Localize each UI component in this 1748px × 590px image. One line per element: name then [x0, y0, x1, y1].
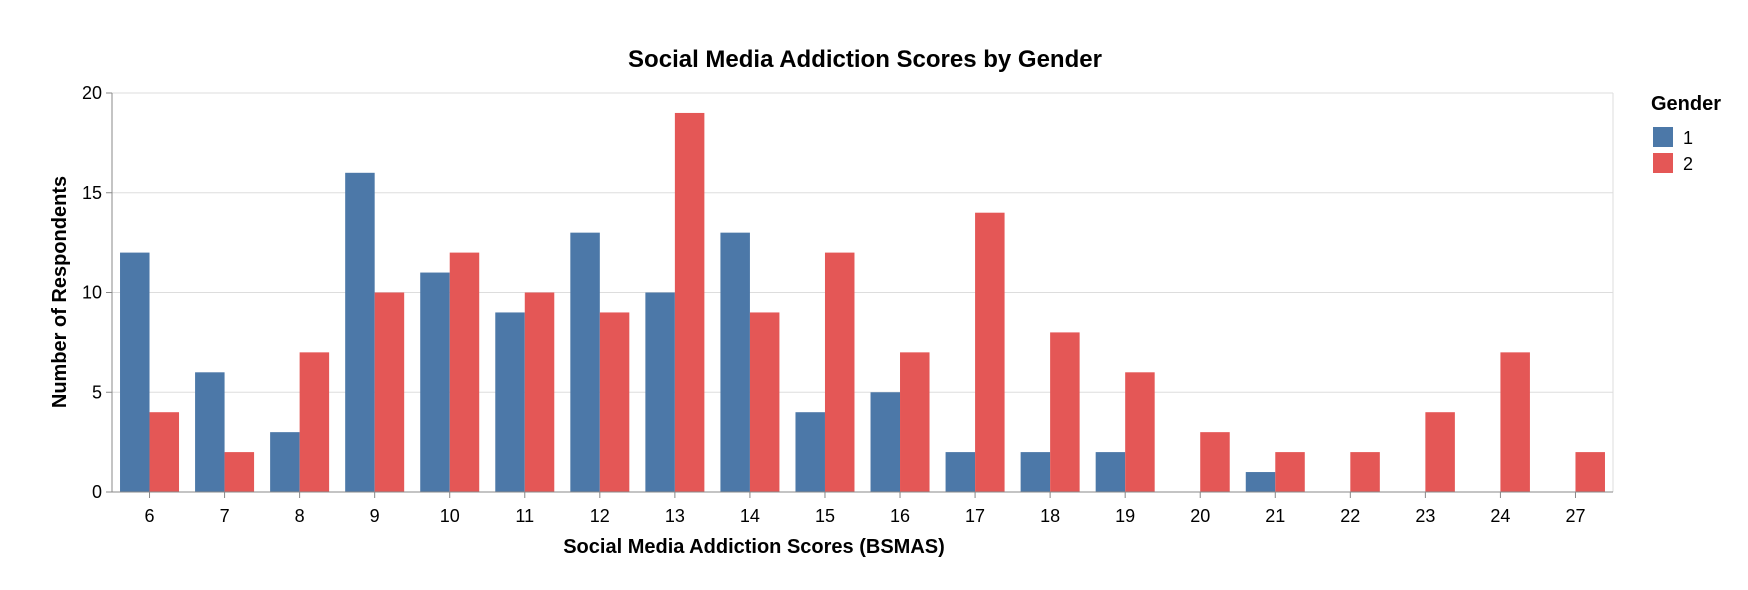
- bar-gender-2-score-27: [1575, 452, 1605, 492]
- bar-gender-1-score-17: [945, 452, 976, 492]
- bar-gender-2-score-11: [524, 292, 555, 492]
- bar-gender-1-score-12: [570, 232, 600, 492]
- bar-gender-2-score-12: [599, 312, 630, 492]
- legend-title: Gender: [1651, 93, 1721, 115]
- x-tick-label: 22: [1340, 506, 1360, 526]
- bar-gender-1-score-8: [270, 432, 300, 492]
- y-axis-title: Number of Respondents: [49, 176, 71, 408]
- bar-gender-2-score-8: [299, 352, 330, 492]
- bar-gender-1-score-10: [420, 272, 450, 492]
- y-tick-label: 10: [82, 283, 102, 303]
- x-tick-label: 14: [740, 506, 760, 526]
- bar-gender-2-score-22: [1350, 452, 1380, 492]
- x-tick-label: 23: [1415, 506, 1435, 526]
- bar-gender-2-score-9: [374, 292, 405, 492]
- bar-gender-1-score-7: [195, 372, 225, 492]
- x-tick-label: 15: [815, 506, 835, 526]
- y-tick-label: 15: [82, 183, 102, 203]
- bar-gender-2-score-10: [449, 252, 480, 492]
- y-tick-label: 20: [82, 83, 102, 103]
- bar-gender-2-score-21: [1275, 452, 1305, 492]
- x-tick-label: 19: [1115, 506, 1135, 526]
- bar-gender-1-score-21: [1245, 472, 1276, 492]
- bar-gender-2-score-23: [1425, 412, 1455, 492]
- x-tick-label: 17: [965, 506, 985, 526]
- bar-gender-1-score-14: [720, 232, 750, 492]
- bar-gender-2-score-7: [224, 452, 255, 492]
- bar-gender-2-score-19: [1125, 372, 1155, 492]
- bar-gender-1-score-15: [795, 412, 825, 492]
- x-tick-label: 11: [515, 506, 534, 526]
- x-tick-label: 8: [295, 506, 305, 526]
- x-tick-label: 9: [370, 506, 380, 526]
- chart-title: Social Media Addiction Scores by Gender: [628, 46, 1102, 73]
- x-tick-label: 7: [220, 506, 230, 526]
- x-tick-label: 12: [590, 506, 610, 526]
- axes: 0 5 10 15 20 6 7 8 9 10 11 12 13 14 15 16 17 18 19 20 21 22 23…: [82, 83, 1613, 526]
- legend-label-1: 1: [1683, 128, 1693, 148]
- x-tick-label: 27: [1565, 506, 1585, 526]
- legend-swatch-2: [1653, 153, 1673, 173]
- bar-gender-2-score-18: [1050, 332, 1080, 492]
- bar-gender-2-score-14: [749, 312, 780, 492]
- x-tick-label: 18: [1040, 506, 1060, 526]
- bar-gender-1-score-18: [1020, 452, 1051, 492]
- bar-gender-2-score-17: [975, 212, 1005, 492]
- gridlines: [112, 92, 1614, 493]
- bars: [120, 112, 1605, 493]
- x-tick-label: 24: [1490, 506, 1510, 526]
- legend-swatch-1: [1653, 127, 1673, 147]
- bar-gender-1-score-6: [120, 252, 150, 492]
- y-tick-label: 5: [92, 382, 102, 402]
- x-tick-label: 16: [890, 506, 910, 526]
- bar-gender-2-score-16: [900, 352, 930, 492]
- bar-gender-1-score-11: [495, 312, 525, 492]
- x-axis-title: Social Media Addiction Scores (BSMAS): [563, 536, 945, 558]
- bar-gender-2-score-15: [824, 252, 855, 492]
- x-tick-label: 13: [665, 506, 685, 526]
- x-tick-label: 20: [1190, 506, 1210, 526]
- bar-gender-1-score-16: [870, 392, 901, 492]
- bar-gender-1-score-9: [345, 172, 375, 493]
- bar-gender-1-score-19: [1095, 452, 1126, 492]
- bar-gender-2-score-20: [1200, 432, 1230, 492]
- y-tick-label: 0: [92, 482, 102, 502]
- x-tick-label: 6: [145, 506, 155, 526]
- bar-gender-1-score-13: [645, 292, 675, 492]
- legend: Gender 1 2: [1651, 93, 1721, 174]
- bar-gender-2-score-6: [149, 412, 180, 492]
- x-tick-label: 21: [1265, 506, 1285, 526]
- bar-gender-2-score-13: [674, 112, 705, 492]
- x-tick-label: 10: [440, 506, 460, 526]
- bar-gender-2-score-24: [1500, 352, 1530, 492]
- legend-label-2: 2: [1683, 154, 1693, 174]
